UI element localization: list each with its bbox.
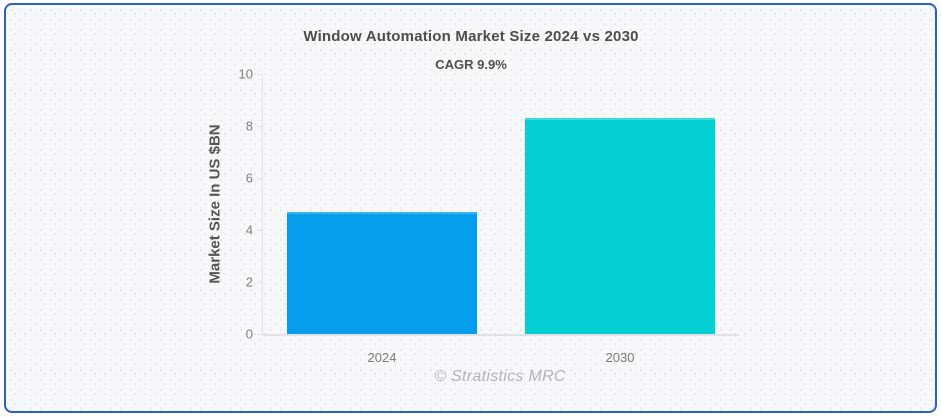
bar-2024[interactable] [287, 211, 477, 334]
plot-area: 0 2 4 6 8 10 2024 2030 [239, 67, 739, 365]
bar-2030[interactable] [525, 118, 715, 334]
y-tick-label-10: 10 [238, 66, 253, 82]
y-tick-label-6: 6 [245, 170, 253, 186]
x-axis-label-2024: 2024 [367, 350, 397, 365]
y-tick-label-0: 0 [245, 326, 253, 342]
y-axis-title: Market Size In US $BN [206, 124, 224, 284]
chart-card [4, 3, 937, 413]
y-tick-label-8: 8 [245, 118, 253, 134]
y-tick-mark [257, 334, 262, 335]
y-tick-mark [257, 230, 262, 231]
y-tick-label-2: 2 [245, 274, 253, 290]
chart-title: Window Automation Market Size 2024 vs 20… [303, 28, 639, 45]
chart-subtitle-cagr: CAGR 9.9% [435, 57, 507, 72]
y-tick-mark [257, 282, 262, 283]
y-tick-mark [257, 126, 262, 127]
x-axis-label-2030: 2030 [605, 350, 635, 365]
y-tick-label-4: 4 [245, 222, 253, 238]
y-tick-mark [257, 178, 262, 179]
y-tick-mark [257, 74, 262, 75]
watermark-credit: © Stratistics MRC [434, 368, 566, 385]
